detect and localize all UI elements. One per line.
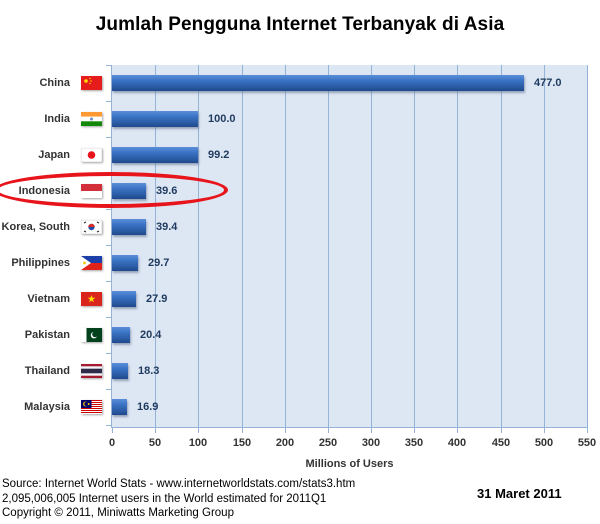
- date-label: 31 Maret 2011: [477, 486, 562, 501]
- category-label: Malaysia: [24, 401, 70, 413]
- total-users-text: 2,095,006,005 Internet users in the Worl…: [2, 492, 327, 505]
- japan-flag-icon: [81, 148, 102, 162]
- copyright-text: Copyright © 2011, Miniwatts Marketing Gr…: [2, 507, 234, 519]
- bar: [112, 147, 198, 163]
- value-label: 16.9: [137, 401, 159, 413]
- gridline: [198, 65, 199, 427]
- x-tick-label: 50: [148, 437, 162, 449]
- gridline: [414, 65, 415, 427]
- y-tick-mark: [106, 101, 112, 102]
- category-label: Philippines: [11, 257, 70, 269]
- x-tick-label: 400: [447, 437, 467, 449]
- gridline: [371, 65, 372, 427]
- gridline: [501, 65, 502, 427]
- pakistan-flag-icon: [81, 328, 102, 342]
- gridline: [285, 65, 286, 427]
- category-label: Thailand: [24, 365, 70, 377]
- gridline: [457, 65, 458, 427]
- y-tick-mark: [106, 389, 112, 390]
- philippines-flag-icon: [81, 256, 102, 270]
- value-label: 20.4: [140, 329, 162, 341]
- bar: [112, 219, 146, 235]
- x-tick-label: 350: [404, 437, 424, 449]
- y-tick-mark: [106, 425, 112, 426]
- x-tick-mark: [155, 427, 156, 433]
- value-label: 39.4: [156, 221, 178, 233]
- value-label: 29.7: [148, 257, 170, 269]
- bar: [112, 327, 130, 343]
- x-tick-label: 500: [534, 437, 554, 449]
- y-tick-mark: [106, 245, 112, 246]
- china-flag-icon: [81, 76, 102, 90]
- value-label: 27.9: [146, 293, 168, 305]
- x-tick-label: 300: [361, 437, 381, 449]
- value-label: 477.0: [534, 77, 562, 89]
- x-tick-mark: [328, 427, 329, 433]
- india-flag-icon: [81, 112, 102, 126]
- y-tick-mark: [106, 65, 112, 66]
- x-tick-mark: [112, 427, 113, 433]
- x-tick-mark: [457, 427, 458, 433]
- source-footer: Source: Internet World Stats - www.inter…: [2, 477, 355, 521]
- x-tick-mark: [587, 427, 588, 433]
- bar: [112, 291, 136, 307]
- y-tick-mark: [106, 317, 112, 318]
- chart-title: Jumlah Pengguna Internet Terbanyak di As…: [95, 14, 505, 35]
- y-axis-line: [111, 65, 112, 427]
- vietnam-flag-icon: [81, 292, 102, 306]
- x-tick-mark: [198, 427, 199, 433]
- x-tick-mark: [501, 427, 502, 433]
- malaysia-flag-icon: [81, 400, 102, 414]
- bar: [112, 255, 138, 271]
- category-label: Japan: [38, 149, 70, 161]
- x-tick-label: 150: [232, 437, 252, 449]
- bar: [112, 399, 127, 415]
- gridline: [544, 65, 545, 427]
- category-label: Korea, South: [1, 221, 70, 233]
- y-tick-mark: [106, 353, 112, 354]
- category-label: India: [44, 113, 70, 125]
- x-axis-title: Millions of Users: [305, 458, 394, 470]
- value-label: 18.3: [138, 365, 160, 377]
- bar: [112, 363, 128, 379]
- category-label: Vietnam: [27, 293, 70, 305]
- x-tick-label: 100: [188, 437, 208, 449]
- x-tick-mark: [285, 427, 286, 433]
- gridline: [587, 65, 588, 427]
- y-tick-mark: [106, 209, 112, 210]
- indonesia-highlight-ellipse: [0, 172, 228, 208]
- x-tick-label: 250: [318, 437, 338, 449]
- value-label: 100.0: [208, 113, 236, 125]
- value-label: 99.2: [208, 149, 230, 161]
- x-tick-mark: [371, 427, 372, 433]
- x-tick-label: 200: [275, 437, 295, 449]
- thailand-flag-icon: [81, 364, 102, 378]
- gridline: [242, 65, 243, 427]
- x-tick-label: 550: [577, 437, 597, 449]
- bar: [112, 75, 524, 91]
- bar: [112, 111, 198, 127]
- x-tick-mark: [242, 427, 243, 433]
- x-tick-mark: [414, 427, 415, 433]
- gridline: [328, 65, 329, 427]
- x-tick-mark: [544, 427, 545, 433]
- x-tick-label: 450: [491, 437, 511, 449]
- south-korea-flag-icon: [81, 220, 102, 234]
- category-label: China: [39, 77, 70, 89]
- x-axis-line: [111, 427, 588, 428]
- gridline: [155, 65, 156, 427]
- x-tick-label: 0: [108, 437, 116, 449]
- y-tick-mark: [106, 281, 112, 282]
- category-label: Pakistan: [24, 329, 70, 341]
- source-text: Source: Internet World Stats - www.inter…: [2, 478, 356, 490]
- y-tick-mark: [106, 137, 112, 138]
